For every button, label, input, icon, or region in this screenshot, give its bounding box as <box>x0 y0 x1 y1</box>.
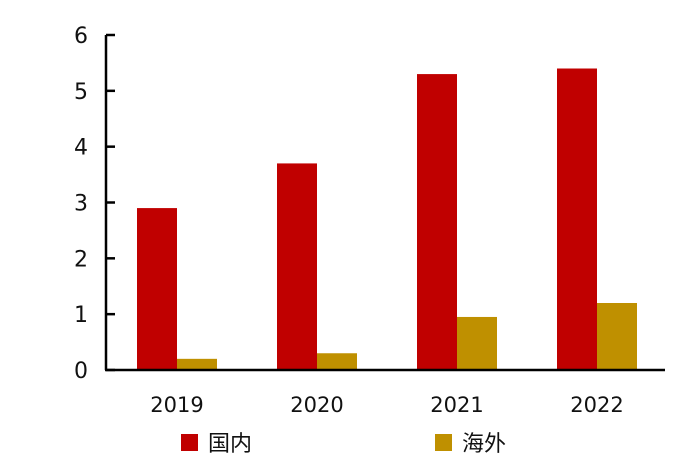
bar-2019-0 <box>137 208 177 370</box>
x-tick-label: 2022 <box>570 393 623 417</box>
bars-group <box>137 68 637 370</box>
y-tick-label: 4 <box>74 136 88 161</box>
x-tick-label: 2019 <box>150 393 203 417</box>
legend-label-overseas: 海外 <box>462 432 507 457</box>
bar-2019-1 <box>177 358 217 370</box>
bar-2021-1 <box>457 316 497 370</box>
y-tick-label: 1 <box>74 303 88 328</box>
x-tick-label: 2021 <box>430 393 483 417</box>
bar-2021-0 <box>417 74 457 370</box>
x-axis: 2019 2020 2021 2022 <box>105 368 665 417</box>
legend-swatch-overseas <box>435 433 452 451</box>
bar-2022-0 <box>557 68 597 370</box>
bar-2022-1 <box>597 303 637 370</box>
y-tick-label: 3 <box>74 192 88 217</box>
y-tick-label: 2 <box>74 247 88 272</box>
y-axis: 0 1 2 3 4 5 6 <box>74 24 115 384</box>
legend-item-overseas: 海外 <box>435 426 506 458</box>
bar-2020-1 <box>317 353 357 370</box>
legend-swatch-domestic <box>181 433 198 451</box>
y-tick-label: 5 <box>74 80 88 105</box>
legend-label-domestic: 国内 <box>208 432 253 457</box>
legend-item-domestic: 国内 <box>181 426 252 458</box>
y-tick-label: 0 <box>74 359 88 384</box>
bar-2020-0 <box>277 163 317 370</box>
y-tick-label: 6 <box>74 24 88 49</box>
x-tick-label: 2020 <box>290 393 343 417</box>
